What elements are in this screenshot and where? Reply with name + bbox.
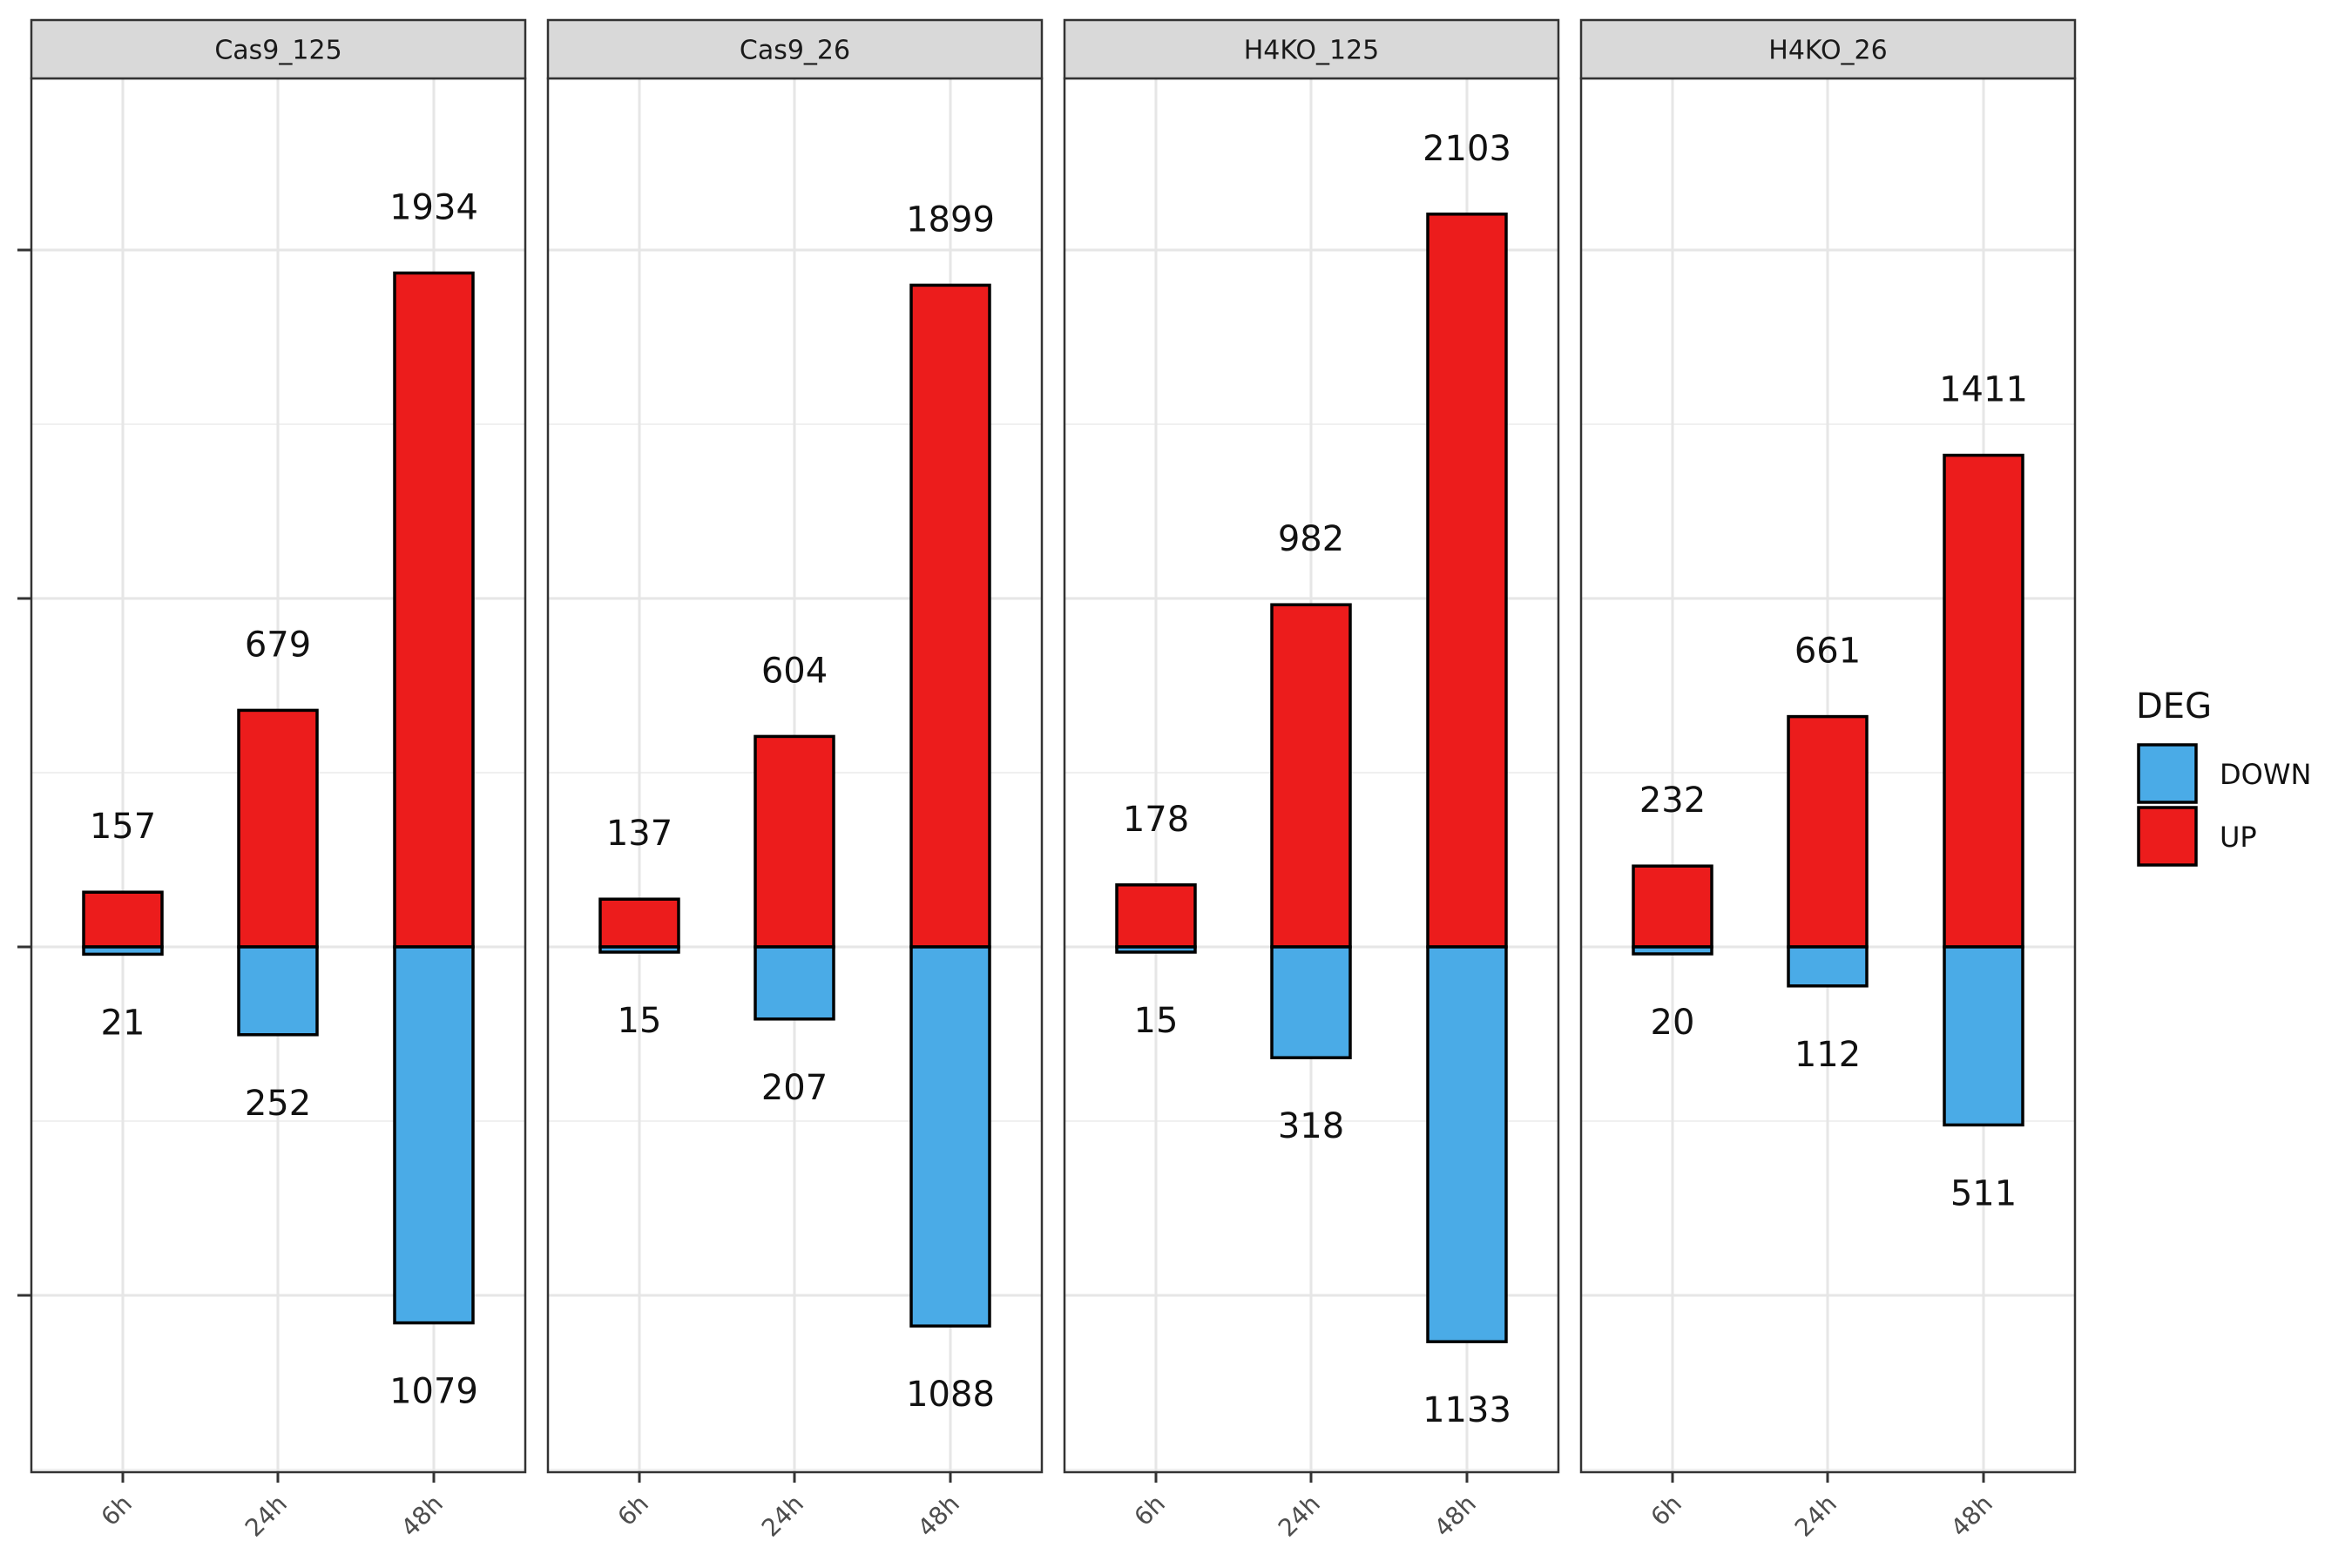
x-tick-label: 6h — [612, 1490, 653, 1531]
bar-up — [1943, 453, 2024, 949]
bar-down — [82, 945, 164, 956]
data-label-up: 1934 — [389, 187, 478, 227]
legend-entry-label: DOWN — [2220, 758, 2311, 791]
bar-up — [1632, 864, 1713, 949]
bar-down — [598, 945, 680, 954]
bar-down — [1270, 945, 1352, 1059]
facet-panels: 157 21 6h 679 252 24h 1934 1079 48h Cas9_125 137 15… — [17, 18, 2077, 1543]
bar-down — [1426, 945, 1508, 1343]
facet-strip-label: H4KO_125 — [1244, 36, 1380, 66]
data-label-down: 21 — [101, 1003, 145, 1043]
bar-down — [909, 945, 991, 1328]
data-label-up: 2103 — [1423, 129, 1511, 169]
bar-up — [393, 271, 475, 949]
bar-down — [1115, 945, 1197, 954]
facet-strip — [1579, 18, 2077, 80]
facet-panel: 232 20 6h 661 112 24h 1411 511 48h H4KO_26 — [1579, 18, 2077, 1543]
legend-key — [2137, 806, 2198, 867]
data-label-down: 318 — [1278, 1106, 1344, 1146]
x-tick-label: 6h — [1645, 1490, 1686, 1531]
data-label-down: 15 — [1134, 1001, 1179, 1041]
facet-strip — [546, 18, 1044, 80]
bar-up — [1115, 883, 1197, 949]
bar-down — [754, 945, 835, 1021]
x-tick-label: 48h — [1945, 1490, 1998, 1543]
facet-strip — [1063, 18, 1560, 80]
data-label-up: 137 — [606, 814, 672, 854]
data-label-down: 112 — [1794, 1035, 1861, 1075]
bar-up — [909, 283, 991, 949]
data-label-up: 679 — [245, 625, 311, 665]
bar-down — [1943, 945, 2024, 1127]
data-label-up: 1411 — [1939, 370, 2028, 410]
data-label-up: 178 — [1123, 800, 1189, 840]
x-tick-label: 24h — [240, 1490, 293, 1543]
bar-up — [1426, 213, 1508, 949]
legend-key — [2137, 743, 2198, 804]
x-tick-label: 48h — [1429, 1490, 1482, 1543]
facet-panel: 178 15 6h 982 318 24h 2103 1133 48h H4KO_125 — [1063, 18, 1560, 1543]
data-label-down: 1088 — [906, 1375, 995, 1415]
x-tick-label: 6h — [95, 1490, 137, 1531]
data-label-down: 252 — [245, 1084, 311, 1124]
facet-panel: 137 15 6h 604 207 24h 1899 1088 48h Cas9_26 — [546, 18, 1044, 1543]
bar-up — [598, 897, 680, 949]
data-label-up: 982 — [1278, 519, 1344, 559]
bar-down — [1787, 945, 1869, 988]
legend-title: DEG — [2136, 686, 2212, 727]
data-label-up: 661 — [1794, 632, 1861, 672]
data-label-down: 1079 — [389, 1372, 478, 1412]
x-tick-label: 24h — [756, 1490, 809, 1543]
data-label-up: 232 — [1639, 781, 1706, 821]
bar-down — [393, 945, 475, 1325]
x-tick-label: 6h — [1128, 1490, 1170, 1531]
data-label-up: 1899 — [906, 199, 995, 240]
bar-up — [82, 890, 164, 949]
x-tick-label: 48h — [395, 1490, 449, 1543]
data-label-down: 511 — [1950, 1173, 2017, 1213]
bar-down — [237, 945, 319, 1037]
data-label-up: 604 — [761, 651, 828, 691]
data-label-down: 207 — [761, 1068, 828, 1108]
x-tick-label: 24h — [1273, 1490, 1326, 1543]
x-tick-label: 48h — [912, 1490, 965, 1543]
data-label-down: 15 — [618, 1001, 662, 1041]
bar-up — [754, 734, 835, 949]
data-label-down: 20 — [1651, 1003, 1695, 1043]
bar-up — [1270, 603, 1352, 949]
data-label-down: 1133 — [1423, 1390, 1511, 1430]
bar-up — [237, 708, 319, 949]
facet-strip-label: H4KO_26 — [1768, 36, 1887, 66]
bar-up — [1787, 714, 1869, 949]
x-tick-label: 24h — [1789, 1490, 1842, 1543]
bar-down — [1632, 945, 1713, 956]
data-label-up: 157 — [90, 807, 156, 847]
facet-panel: 157 21 6h 679 252 24h 1934 1079 48h Cas9_125 — [30, 18, 527, 1543]
facet-strip — [30, 18, 527, 80]
facet-strip-label: Cas9_26 — [740, 36, 850, 66]
legend-entry-label: UP — [2220, 821, 2257, 854]
facet-strip-label: Cas9_125 — [214, 36, 341, 66]
